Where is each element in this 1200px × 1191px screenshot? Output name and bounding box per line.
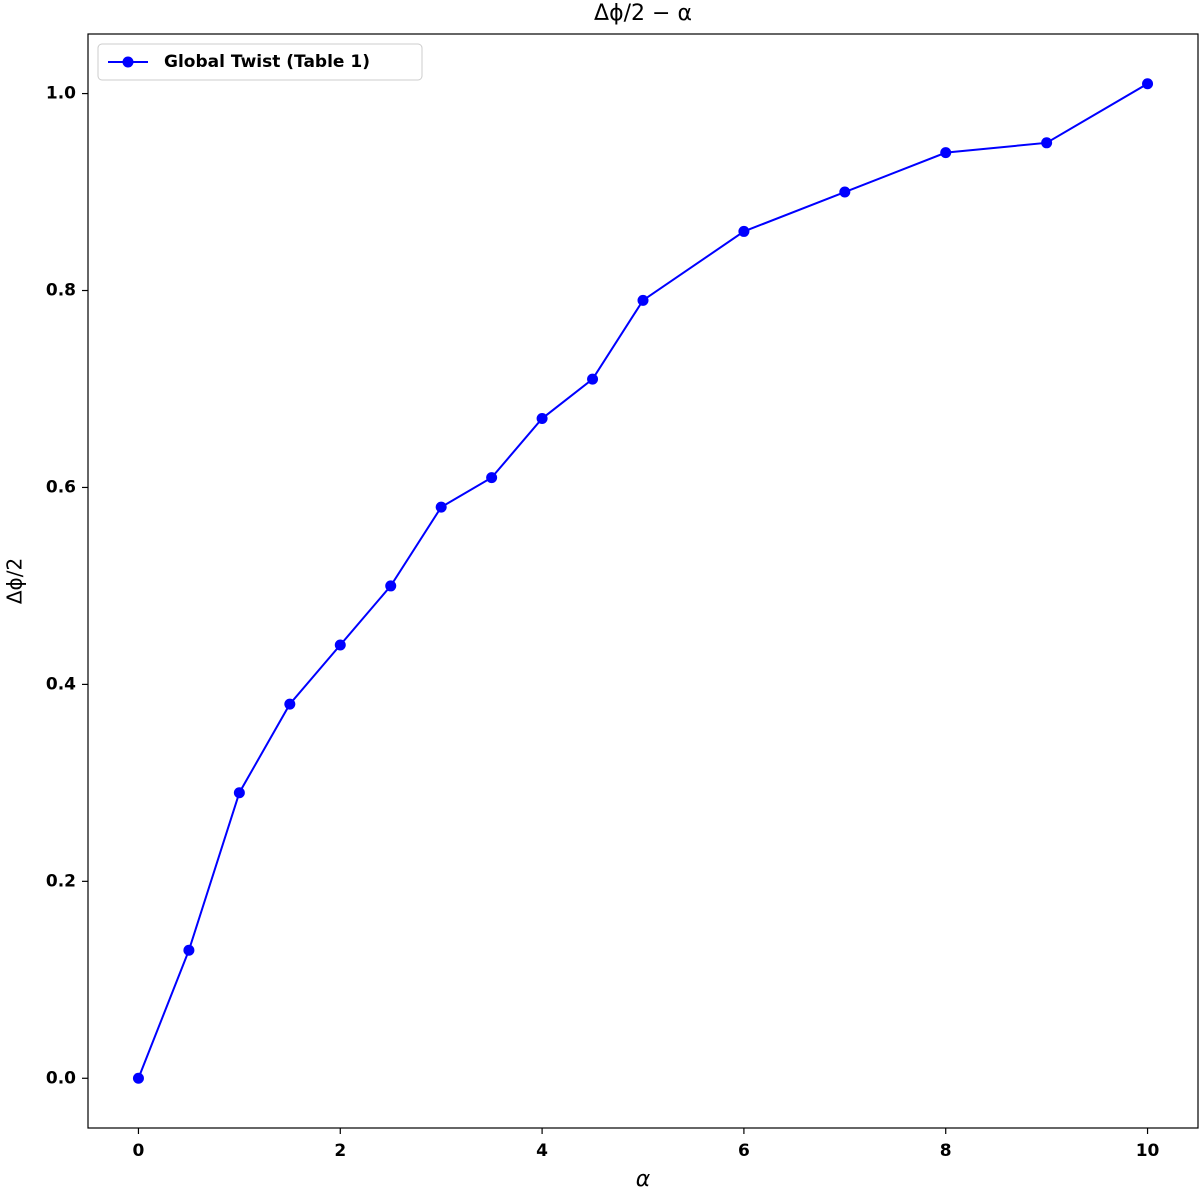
data-point	[183, 944, 195, 956]
series-line	[137, 82, 1149, 1079]
data-point	[486, 472, 498, 484]
x-tick-label: 8	[940, 1141, 952, 1161]
plot-frame	[87, 33, 1199, 1129]
y-tick-label: 0.4	[46, 674, 76, 694]
data-point	[839, 186, 851, 198]
data-point	[334, 639, 346, 651]
data-point	[233, 787, 245, 799]
y-tick-label: 0.2	[46, 871, 76, 891]
legend-marker	[122, 56, 134, 68]
data-point	[536, 413, 548, 425]
y-tick-label: 0.6	[46, 477, 76, 497]
data-point	[284, 698, 296, 710]
x-tick-label: 10	[1136, 1141, 1160, 1161]
chart-title: Δϕ/2 − α	[594, 1, 692, 26]
y-tick-label: 1.0	[46, 84, 76, 104]
data-point	[1041, 137, 1053, 149]
legend-label: Global Twist (Table 1)	[164, 52, 370, 72]
y-axis-label: Δϕ/2	[3, 558, 27, 604]
data-point	[1142, 78, 1154, 90]
data-point	[738, 225, 750, 237]
data-point	[385, 580, 397, 592]
x-axis-label: α	[636, 1167, 651, 1191]
data-point	[637, 294, 649, 306]
y-tick-label: 0.0	[46, 1068, 76, 1088]
data-point	[435, 501, 447, 513]
legend-box	[97, 43, 423, 81]
data-point	[132, 1072, 144, 1084]
x-tick-label: 2	[334, 1141, 346, 1161]
x-tick-label: 0	[133, 1141, 145, 1161]
y-tick-label: 0.8	[46, 281, 76, 301]
x-tick-label: 6	[738, 1141, 750, 1161]
data-point	[940, 147, 952, 159]
data-point	[587, 373, 599, 385]
x-tick-label: 4	[536, 1141, 548, 1161]
